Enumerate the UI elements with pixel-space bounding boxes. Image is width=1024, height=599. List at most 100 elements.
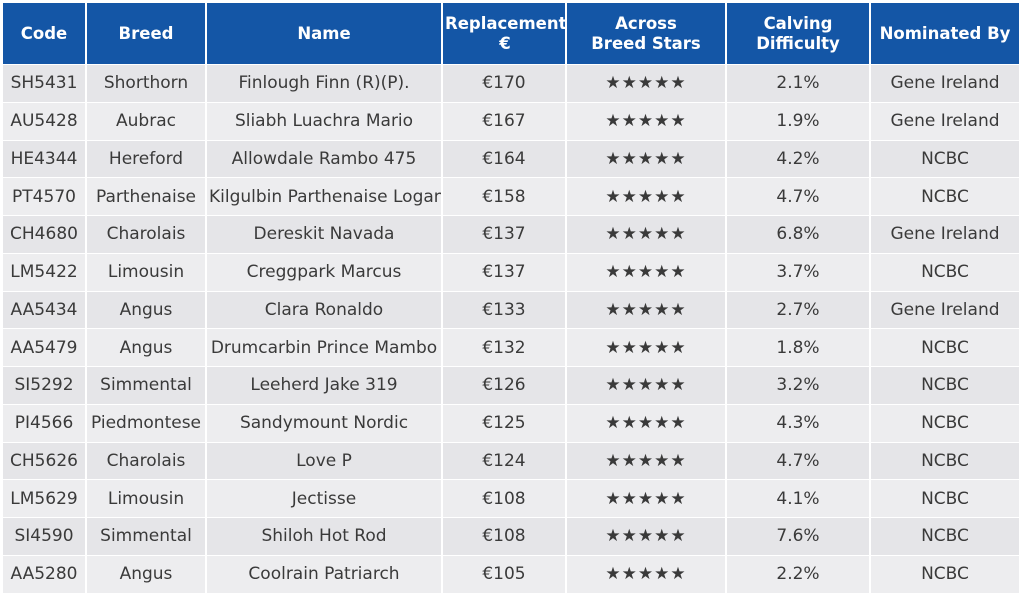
cell-calving: 1.9% [727,101,871,140]
cell-name: Creggpark Marcus [207,252,443,291]
cell-stars: ★★★★★ [567,215,727,253]
table-row: AA5280 Angus Coolrain Patriarch €105 ★★★★★ 2.… [3,554,1019,593]
table-row: LM5422 Limousin Creggpark Marcus €137 ★★★★★ 3… [3,252,1019,291]
cell-breed: Limousin [87,479,207,517]
table-row: PT4570 Parthenaise Kilgulbin Parthenaise L… [3,177,1019,215]
cell-nominated: Gene Ireland [871,215,1019,253]
table-row: PI4566 Piedmontese Sandymount Nordic €125 ★★… [3,403,1019,442]
header-replacement-label: Replacement € [445,13,567,53]
cell-calving: 2.1% [727,64,871,102]
cell-calving: 4.2% [727,139,871,178]
cell-nominated: Gene Ireland [871,290,1019,329]
cell-name: Clara Ronaldo [207,290,443,329]
cell-breed: Charolais [87,441,207,480]
cell-code: SI5292 [3,366,87,404]
cell-stars: ★★★★★ [567,139,727,178]
cell-calving: 2.2% [727,554,871,593]
cell-code: PT4570 [3,177,87,215]
cell-code: AA5479 [3,328,87,366]
cell-calving: 7.6% [727,517,871,555]
cell-calving: 4.7% [727,177,871,215]
cell-name: Jectisse [207,479,443,517]
table-row: CH5626 Charolais Love P €124 ★★★★★ 4.7% NCBC [3,441,1019,480]
cell-code: CH5626 [3,441,87,480]
cell-stars: ★★★★★ [567,554,727,593]
cell-code: CH4680 [3,215,87,253]
cell-code: LM5629 [3,479,87,517]
cell-replacement: €132 [443,328,567,366]
cell-code: PI4566 [3,403,87,442]
cell-code: SH5431 [3,64,87,102]
cell-stars: ★★★★★ [567,328,727,366]
cell-code: AA5280 [3,554,87,593]
cell-breed: Hereford [87,139,207,178]
cell-breed: Parthenaise [87,177,207,215]
cell-nominated: NCBC [871,139,1019,178]
table-body: SH5431 Shorthorn Finlough Finn (R)(P). €170… [3,64,1019,593]
cell-name: Allowdale Rambo 475 [207,139,443,178]
cell-name: Coolrain Patriarch [207,554,443,593]
cell-breed: Charolais [87,215,207,253]
header-stars: Across Breed Stars [567,3,727,64]
cell-replacement: €167 [443,101,567,140]
cell-calving: 4.1% [727,479,871,517]
cell-replacement: €137 [443,215,567,253]
cell-calving: 6.8% [727,215,871,253]
header-stars-label: Across Breed Stars [591,13,701,53]
cell-stars: ★★★★★ [567,403,727,442]
cell-name: Sliabh Luachra Mario [207,101,443,140]
cell-code: LM5422 [3,252,87,291]
header-breed: Breed [87,3,207,64]
cell-stars: ★★★★★ [567,479,727,517]
cell-nominated: NCBC [871,252,1019,291]
header-row: Code Breed Name Replacement € Across Bre… [3,3,1019,64]
table-row: SI5292 Simmental Leeherd Jake 319 €126 ★★★★★… [3,366,1019,404]
cell-name: Finlough Finn (R)(P). [207,64,443,102]
table-row: CH4680 Charolais Dereskit Navada €137 ★★★★★ 6… [3,215,1019,253]
cell-stars: ★★★★★ [567,290,727,329]
bulls-table: Code Breed Name Replacement € Across Bre… [3,3,1019,593]
cell-breed: Angus [87,290,207,329]
cell-calving: 4.3% [727,403,871,442]
cell-name: Sandymount Nordic [207,403,443,442]
cell-name: Drumcarbin Prince Mambo [207,328,443,366]
cell-replacement: €137 [443,252,567,291]
cell-replacement: €125 [443,403,567,442]
cell-breed: Angus [87,554,207,593]
table-row: SH5431 Shorthorn Finlough Finn (R)(P). €170… [3,64,1019,102]
header-name: Name [207,3,443,64]
cell-nominated: Gene Ireland [871,101,1019,140]
cell-stars: ★★★★★ [567,517,727,555]
cell-breed: Simmental [87,517,207,555]
table-row: AA5434 Angus Clara Ronaldo €133 ★★★★★ 2.7% Gen… [3,290,1019,329]
cell-calving: 3.2% [727,366,871,404]
cell-nominated: Gene Ireland [871,64,1019,102]
cell-breed: Angus [87,328,207,366]
cell-calving: 1.8% [727,328,871,366]
cell-name: Dereskit Navada [207,215,443,253]
cell-breed: Piedmontese [87,403,207,442]
cell-replacement: €133 [443,290,567,329]
cell-breed: Simmental [87,366,207,404]
cell-name: Love P [207,441,443,480]
cell-breed: Aubrac [87,101,207,140]
cell-breed: Limousin [87,252,207,291]
header-code: Code [3,3,87,64]
header-replacement: Replacement € [443,3,567,64]
cell-stars: ★★★★★ [567,252,727,291]
cell-replacement: €108 [443,517,567,555]
cell-calving: 4.7% [727,441,871,480]
cell-replacement: €126 [443,366,567,404]
table-row: AU5428 Aubrac Sliabh Luachra Mario €167 ★★★★… [3,101,1019,140]
cell-stars: ★★★★★ [567,177,727,215]
cell-stars: ★★★★★ [567,441,727,480]
cell-stars: ★★★★★ [567,101,727,140]
cell-calving: 3.7% [727,252,871,291]
cell-nominated: NCBC [871,517,1019,555]
cell-code: AA5434 [3,290,87,329]
table-row: AA5479 Angus Drumcarbin Prince Mambo €132 ★★… [3,328,1019,366]
header-nominated: Nominated By [871,3,1019,64]
cell-nominated: NCBC [871,177,1019,215]
table-row: HE4344 Hereford Allowdale Rambo 475 €164 ★★★… [3,139,1019,178]
cell-replacement: €124 [443,441,567,480]
